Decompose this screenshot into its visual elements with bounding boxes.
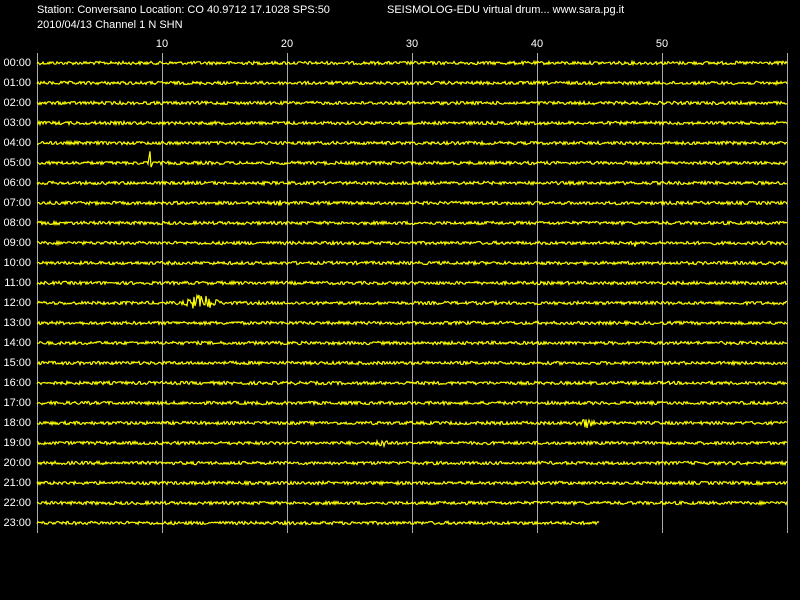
row-label: 11:00 — [4, 277, 31, 289]
trace — [36, 479, 788, 487]
row-label: 08:00 — [3, 217, 31, 229]
row-label: 14:00 — [3, 337, 31, 349]
trace — [36, 499, 788, 507]
trace — [36, 59, 788, 67]
row-label: 01:00 — [3, 77, 31, 89]
row-label: 10:00 — [3, 257, 31, 269]
trace — [36, 359, 788, 367]
row-label: 18:00 — [3, 417, 31, 429]
trace — [36, 339, 788, 347]
trace — [36, 99, 787, 107]
trace — [36, 259, 788, 267]
row-label: 21:00 — [3, 477, 31, 489]
row-label: 20:00 — [3, 457, 31, 469]
chart-title: Station: Conversano Location: CO 40.9712… — [37, 4, 330, 16]
row-label: 03:00 — [3, 117, 31, 129]
row-label: 07:00 — [3, 197, 31, 209]
trace — [36, 119, 788, 127]
source-label: SEISMOLOG-EDU virtual drum... www.sara.p… — [387, 4, 624, 16]
trace — [36, 519, 600, 527]
row-label: 04:00 — [3, 137, 31, 149]
trace — [36, 319, 788, 327]
row-label: 23:00 — [3, 517, 31, 529]
row-label: 17:00 — [3, 397, 31, 409]
trace — [36, 139, 788, 147]
row-label: 05:00 — [3, 157, 31, 169]
trace — [36, 179, 788, 187]
row-label: 06:00 — [3, 177, 31, 189]
trace — [36, 79, 788, 87]
trace — [36, 293, 788, 309]
x-tick-label: 40 — [531, 38, 543, 50]
x-tick-label: 30 — [406, 38, 418, 50]
chart-subtitle: 2010/04/13 Channel 1 N SHN — [37, 19, 183, 31]
trace — [36, 199, 788, 207]
trace — [36, 379, 788, 387]
row-label: 09:00 — [3, 237, 31, 249]
trace — [36, 219, 788, 227]
x-tick-label: 20 — [281, 38, 293, 50]
row-label: 12:00 — [3, 297, 31, 309]
trace — [36, 459, 788, 467]
row-label: 16:00 — [3, 377, 31, 389]
x-tick-label: 50 — [656, 38, 668, 50]
trace — [36, 438, 788, 449]
row-label: 13:00 — [3, 317, 31, 329]
trace — [36, 418, 788, 429]
trace — [36, 239, 788, 247]
trace — [36, 399, 788, 407]
row-label: 00:00 — [3, 57, 31, 69]
row-label: 15:00 — [3, 357, 31, 369]
x-tick-label: 10 — [156, 38, 168, 50]
trace — [36, 279, 788, 287]
trace — [36, 151, 788, 168]
row-label: 02:00 — [3, 97, 31, 109]
row-label: 19:00 — [3, 437, 31, 449]
row-label: 22:00 — [3, 497, 31, 509]
